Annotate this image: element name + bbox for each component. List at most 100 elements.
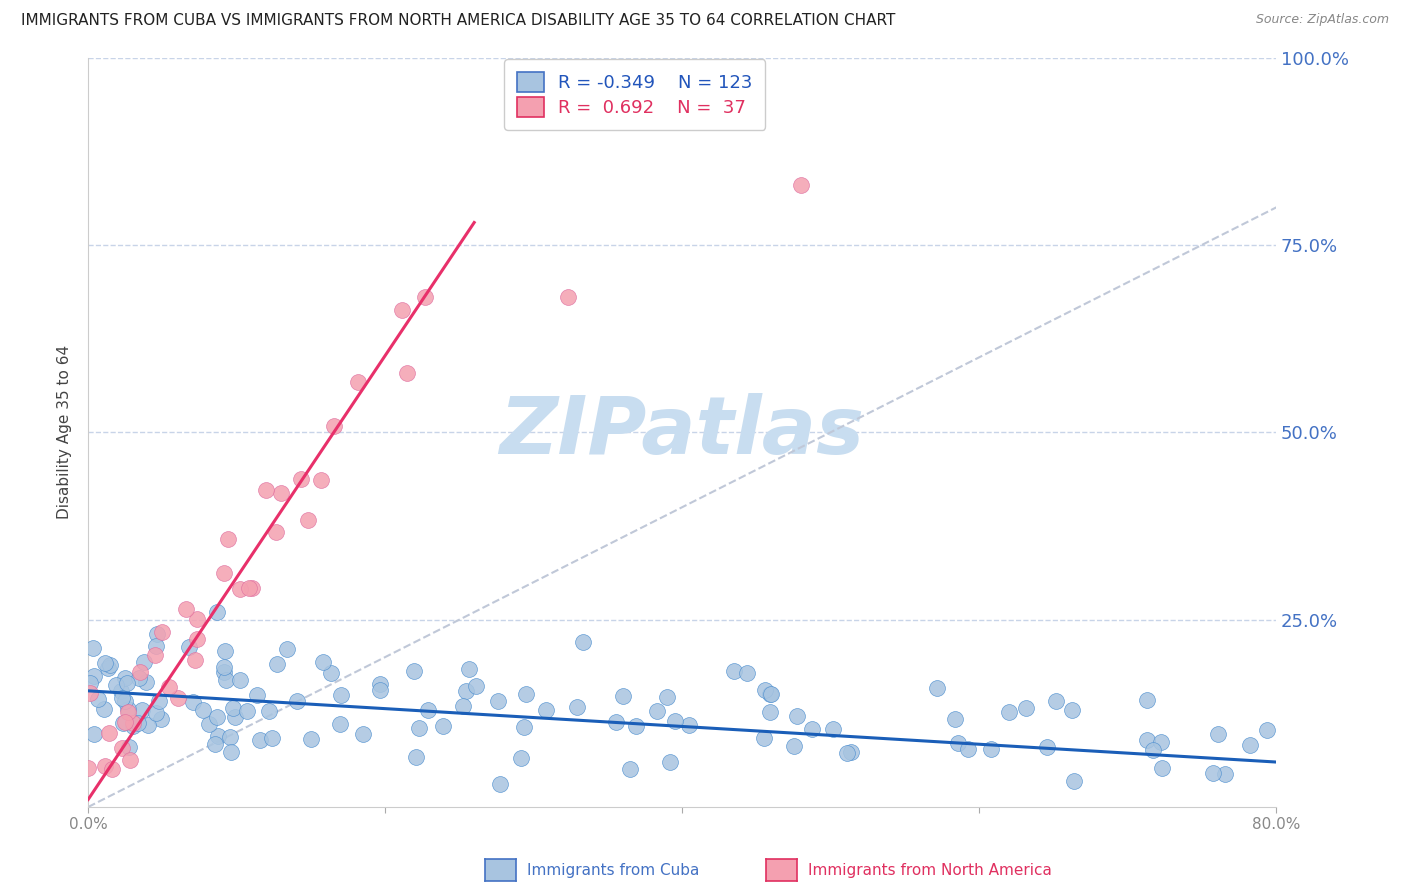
Point [330, 688, 353, 702]
Point [157, 680, 180, 694]
Point [299, 732, 322, 747]
Point [222, 701, 245, 715]
Point [145, 706, 167, 721]
Point [135, 674, 157, 689]
Point [645, 704, 668, 718]
Point [416, 703, 439, 717]
Point [127, 715, 149, 730]
Point [270, 485, 292, 500]
Point [214, 566, 236, 580]
Point [1063, 774, 1085, 789]
Point [391, 302, 413, 317]
Point [117, 705, 139, 719]
Point [114, 715, 136, 730]
Point [82, 641, 104, 656]
Point [110, 684, 132, 698]
Point [115, 676, 138, 690]
Point [557, 290, 579, 304]
Point [117, 702, 139, 716]
Point [121, 715, 143, 730]
Point [402, 664, 425, 678]
Point [534, 703, 557, 717]
Point [1142, 743, 1164, 757]
Point [132, 655, 155, 669]
Text: Immigrants from North America: Immigrants from North America [808, 863, 1052, 878]
Point [1150, 761, 1173, 775]
Point [782, 739, 804, 753]
Point [218, 731, 240, 745]
Point [465, 679, 488, 693]
Point [567, 700, 589, 714]
Point [118, 753, 141, 767]
Point [486, 694, 509, 708]
Point [257, 705, 280, 719]
Point [678, 718, 700, 732]
Point [240, 581, 263, 595]
Point [368, 683, 391, 698]
Point [214, 644, 236, 658]
Point [149, 712, 172, 726]
Point [488, 777, 510, 791]
Point [786, 709, 808, 723]
Point [605, 714, 627, 729]
Point [128, 671, 150, 685]
Point [1015, 701, 1038, 715]
Point [457, 662, 479, 676]
Point [405, 750, 427, 764]
Point [105, 678, 128, 692]
Point [801, 722, 824, 736]
Point [118, 740, 141, 755]
Point [396, 367, 419, 381]
Legend: R = -0.349    N = 123, R =  0.692    N =  37: R = -0.349 N = 123, R = 0.692 N = 37 [503, 59, 765, 129]
Point [229, 673, 252, 687]
Point [368, 676, 391, 690]
Point [723, 665, 745, 679]
Point [1202, 766, 1225, 780]
Point [129, 665, 152, 679]
Point [148, 694, 170, 708]
Point [101, 762, 124, 776]
Point [276, 642, 298, 657]
Point [946, 736, 969, 750]
Point [111, 740, 134, 755]
Point [1060, 703, 1083, 717]
Point [264, 525, 287, 540]
Point [451, 698, 474, 713]
Point [329, 717, 352, 731]
Point [238, 582, 260, 596]
Text: IMMIGRANTS FROM CUBA VS IMMIGRANTS FROM NORTH AMERICA DISABILITY AGE 35 TO 64 CO: IMMIGRANTS FROM CUBA VS IMMIGRANTS FROM … [21, 13, 896, 29]
Point [943, 712, 966, 726]
Point [87, 691, 110, 706]
Point [1035, 740, 1057, 755]
Point [309, 473, 332, 487]
Point [79, 676, 101, 690]
Point [759, 705, 782, 719]
Point [321, 665, 343, 680]
Point [761, 687, 783, 701]
Point [83, 669, 105, 683]
Point [835, 747, 858, 761]
Point [1215, 766, 1237, 780]
Point [1239, 739, 1261, 753]
Point [212, 659, 235, 673]
Point [839, 745, 862, 759]
Point [408, 721, 430, 735]
Point [297, 513, 319, 527]
Point [229, 582, 252, 596]
Point [245, 688, 267, 702]
Point [925, 681, 948, 695]
Point [312, 655, 335, 669]
Text: ZIPatlas: ZIPatlas [499, 393, 865, 471]
Point [1256, 723, 1278, 737]
Point [186, 612, 208, 626]
Point [167, 690, 190, 705]
Point [98, 657, 121, 672]
Point [136, 717, 159, 731]
Point [198, 717, 221, 731]
Point [322, 418, 344, 433]
Point [619, 762, 641, 776]
Point [150, 624, 173, 639]
Point [111, 691, 134, 706]
Point [664, 714, 686, 728]
Point [212, 665, 235, 679]
